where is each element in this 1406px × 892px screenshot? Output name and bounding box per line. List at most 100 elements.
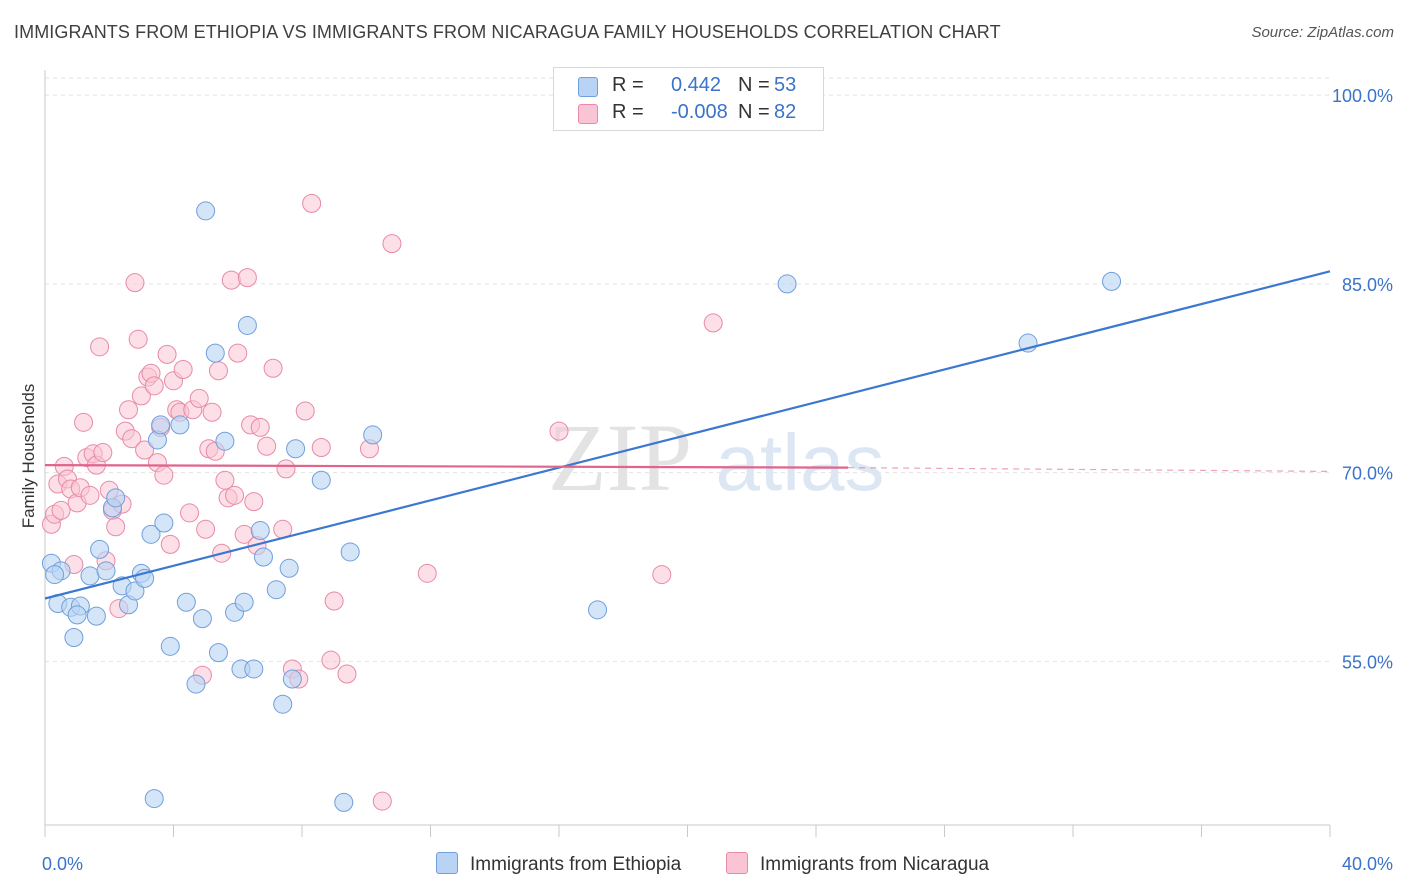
nicaragua-point xyxy=(119,400,139,420)
watermark-atlas: atlas xyxy=(716,418,885,507)
nicaragua-point xyxy=(202,402,222,422)
ethiopia-point xyxy=(234,592,254,612)
legend-n-label: N = xyxy=(738,74,770,96)
nicaragua-point xyxy=(337,664,357,684)
nicaragua-point xyxy=(90,337,110,357)
nicaragua-point xyxy=(382,234,402,254)
ethiopia-point xyxy=(45,565,65,585)
ethiopia-point xyxy=(250,521,270,541)
bottom-legend-label-nicaragua: Immigrants from Nicaragua xyxy=(760,854,990,875)
nicaragua-point xyxy=(208,361,228,381)
ethiopia-point xyxy=(205,343,225,363)
ethiopia-point xyxy=(273,694,293,714)
nicaragua-point xyxy=(324,591,344,611)
legend-n-value-nicaragua: 82 xyxy=(774,101,797,123)
nicaragua-point xyxy=(125,273,145,293)
ethiopia-point xyxy=(777,274,797,294)
nicaragua-point xyxy=(257,436,277,456)
ethiopia-point xyxy=(1102,271,1122,291)
ethiopia-points xyxy=(41,201,1122,812)
nicaragua-point xyxy=(244,492,264,512)
ethiopia-point xyxy=(176,592,196,612)
nicaragua-point xyxy=(321,650,341,670)
axes xyxy=(44,70,1331,837)
nicaragua-point xyxy=(311,438,331,457)
nicaragua-point xyxy=(372,791,392,811)
ethiopia-point xyxy=(215,431,235,451)
stats-legend: R = 0.442 N = 53 R = -0.008 N = 82 xyxy=(553,67,824,131)
nicaragua-point xyxy=(135,440,155,460)
legend-r-value-ethiopia: 0.442 xyxy=(671,74,722,96)
nicaragua-point xyxy=(131,386,151,406)
ethiopia-point xyxy=(208,643,228,663)
chart-title: IMMIGRANTS FROM ETHIOPIA VS IMMIGRANTS F… xyxy=(14,22,1001,42)
trend-lines xyxy=(44,270,1331,600)
nicaragua-point xyxy=(157,344,177,364)
ethiopia-point xyxy=(282,669,302,689)
nicaragua-point xyxy=(417,563,437,583)
ethiopia-point xyxy=(279,558,299,578)
y-axis-label: Family Households xyxy=(19,384,38,529)
y-tick-label: 55.0% xyxy=(1342,652,1393,672)
nicaragua-trend-line xyxy=(44,464,849,469)
ethiopia-point xyxy=(192,609,212,629)
x-tick-label-max: 40.0% xyxy=(1342,854,1393,874)
legend-r-value-nicaragua: -0.008 xyxy=(671,101,728,123)
ethiopia-point xyxy=(340,542,360,562)
ethiopia-point xyxy=(141,524,161,544)
legend-r-label: R = xyxy=(612,74,644,96)
nicaragua-point xyxy=(74,412,94,432)
nicaragua-point xyxy=(128,329,148,349)
bottom-legend-swatch-ethiopia xyxy=(436,852,458,874)
axis-labels: 55.0% 70.0% 85.0% 100.0% 0.0% 40.0% Family Hou… xyxy=(19,86,1393,874)
ethiopia-point xyxy=(253,547,273,567)
ethiopia-point xyxy=(244,659,264,679)
ethiopia-point xyxy=(266,580,286,600)
ethiopia-point xyxy=(186,674,206,694)
nicaragua-point xyxy=(225,485,245,505)
nicaragua-point xyxy=(237,268,257,288)
ethiopia-point xyxy=(588,600,608,620)
nicaragua-point xyxy=(228,343,248,363)
nicaragua-point xyxy=(196,519,216,539)
ethiopia-point xyxy=(154,513,174,533)
nicaragua-point xyxy=(189,388,209,408)
ethiopia-point xyxy=(96,561,116,581)
bottom-legend-nicaragua: Immigrants from Nicaragua xyxy=(726,852,989,876)
watermark-zip: ZIP xyxy=(548,404,692,511)
legend-r-label: R = xyxy=(612,101,644,123)
legend-swatch-ethiopia xyxy=(578,77,598,97)
source-label: Source: ZipAtlas.com xyxy=(1251,24,1394,41)
ethiopia-point xyxy=(144,789,164,809)
ethiopia-point xyxy=(170,415,190,435)
nicaragua-point xyxy=(221,270,241,290)
ethiopia-point xyxy=(311,470,331,490)
nicaragua-point xyxy=(703,313,723,333)
bottom-legend-ethiopia: Immigrants from Ethiopia xyxy=(436,852,681,876)
nicaragua-point xyxy=(250,417,270,437)
ethiopia-point xyxy=(151,415,171,435)
nicaragua-point xyxy=(652,565,672,585)
nicaragua-point xyxy=(51,500,71,520)
y-tick-label: 100.0% xyxy=(1332,86,1393,106)
ethiopia-point xyxy=(237,315,257,335)
legend-swatch-nicaragua xyxy=(578,104,598,124)
ethiopia-point xyxy=(125,581,145,601)
nicaragua-point xyxy=(180,503,200,523)
ethiopia-point xyxy=(196,201,216,221)
legend-n-value-ethiopia: 53 xyxy=(774,74,797,96)
nicaragua-point xyxy=(80,485,100,505)
ethiopia-point xyxy=(363,425,383,445)
legend-n-label: N = xyxy=(738,101,770,123)
ethiopia-point xyxy=(90,539,110,559)
ethiopia-point xyxy=(160,636,180,656)
ethiopia-point xyxy=(334,792,354,812)
grid-lines xyxy=(45,77,1330,662)
nicaragua-point xyxy=(173,359,193,379)
nicaragua-point xyxy=(276,459,296,479)
nicaragua-point xyxy=(160,534,180,554)
bottom-legend-swatch-nicaragua xyxy=(726,852,748,874)
ethiopia-point xyxy=(67,605,87,625)
x-tick-label-min: 0.0% xyxy=(42,854,83,874)
